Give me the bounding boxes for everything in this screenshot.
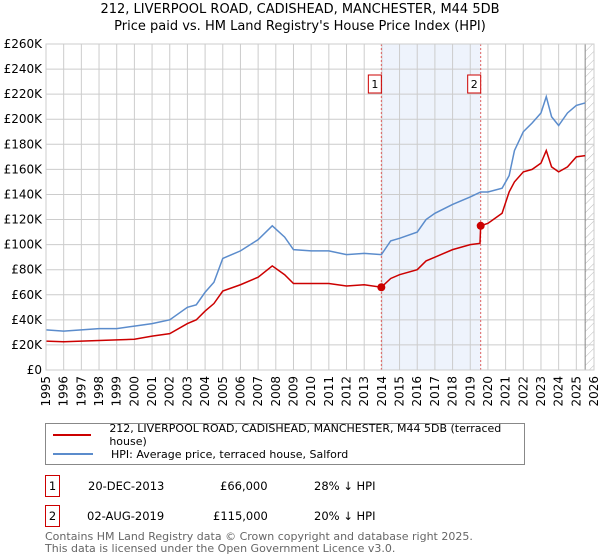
transaction-box-label: 2 bbox=[471, 78, 478, 91]
x-tick-label: 2000 bbox=[127, 376, 141, 407]
transaction-point bbox=[476, 221, 485, 230]
x-tick-label: 2024 bbox=[552, 376, 566, 407]
y-tick-label: £80K bbox=[11, 263, 43, 277]
transaction-row: 1 20-DEC-2013 £66,000 28% ↓ HPI bbox=[45, 475, 445, 497]
y-tick-label: £160K bbox=[4, 162, 44, 176]
transaction-row: 2 02-AUG-2019 £115,000 20% ↓ HPI bbox=[45, 505, 445, 527]
legend-item-property: 212, LIVERPOOL ROAD, CADISHEAD, MANCHEST… bbox=[46, 422, 524, 448]
y-tick-label: £0 bbox=[27, 363, 42, 377]
y-tick-label: £40K bbox=[11, 313, 43, 327]
transaction-date: 20-DEC-2013 bbox=[88, 479, 165, 493]
x-tick-label: 2012 bbox=[340, 376, 354, 407]
footer-copyright: Contains HM Land Registry data © Crown c… bbox=[45, 530, 473, 543]
transaction-number: 2 bbox=[45, 505, 60, 527]
transaction-box bbox=[367, 74, 382, 94]
y-tick-label: £220K bbox=[4, 87, 44, 101]
x-tick-label: 2003 bbox=[180, 376, 194, 407]
x-tick-label: 2001 bbox=[145, 376, 159, 407]
legend-label: 212, LIVERPOOL ROAD, CADISHEAD, MANCHEST… bbox=[109, 422, 502, 448]
x-tick-label: 2023 bbox=[534, 376, 548, 407]
chart-title: 212, LIVERPOOL ROAD, CADISHEAD, MANCHEST… bbox=[100, 2, 500, 17]
x-tick-label: 2005 bbox=[216, 376, 230, 407]
shaded-period bbox=[381, 44, 481, 370]
y-tick-label: £180K bbox=[4, 137, 44, 151]
x-tick-label: 2014 bbox=[375, 376, 389, 407]
transaction-number: 1 bbox=[45, 475, 60, 497]
x-tick-label: 2018 bbox=[446, 376, 460, 407]
y-tick-label: £120K bbox=[4, 213, 44, 227]
x-tick-label: 2013 bbox=[357, 376, 371, 407]
forecast-hatch bbox=[585, 44, 594, 370]
transaction-price: £66,000 bbox=[220, 479, 268, 493]
hpi-line bbox=[45, 94, 586, 332]
x-tick-label: 2016 bbox=[410, 376, 424, 407]
x-tick-label: 2008 bbox=[269, 376, 283, 407]
legend: 212, LIVERPOOL ROAD, CADISHEAD, MANCHEST… bbox=[45, 422, 525, 465]
transaction-date: 02-AUG-2019 bbox=[87, 509, 165, 523]
transaction-hpi: 20% ↓ HPI bbox=[314, 509, 376, 523]
x-tick-label: 2010 bbox=[304, 376, 318, 407]
x-tick-label: 2017 bbox=[428, 376, 442, 407]
transaction-box bbox=[467, 74, 482, 94]
x-tick-label: 2022 bbox=[516, 376, 530, 407]
x-tick-label: 2011 bbox=[322, 376, 336, 407]
x-tick-label: 1996 bbox=[57, 376, 71, 407]
price-chart: £0 £20K £40K £60K £80K £100K £120K £140K £160K £1… bbox=[4, 37, 600, 407]
x-tick-label: 2009 bbox=[286, 376, 300, 407]
x-tick-label: 2020 bbox=[481, 376, 495, 407]
transaction-hpi: 28% ↓ HPI bbox=[314, 479, 376, 493]
chart-subtitle: Price paid vs. HM Land Registry's House … bbox=[114, 19, 486, 34]
x-tick-label: 2007 bbox=[251, 376, 265, 407]
footer: Contains HM Land Registry data © Crown c… bbox=[45, 531, 473, 554]
y-tick-label: £140K bbox=[4, 187, 44, 201]
y-tick-label: £260K bbox=[4, 37, 44, 51]
red-line-swatch bbox=[53, 434, 92, 436]
x-tick-label: 2006 bbox=[233, 376, 247, 407]
y-tick-label: £100K bbox=[4, 238, 44, 252]
legend-item-hpi: HPI: Average price, terraced house, Salf… bbox=[46, 446, 348, 462]
transaction-price: £115,000 bbox=[213, 509, 268, 523]
x-tick-label: 2002 bbox=[163, 376, 177, 407]
footer-licence: This data is licensed under the Open Gov… bbox=[45, 541, 396, 555]
x-tick-label: 1998 bbox=[92, 376, 106, 407]
x-tick-label: 1997 bbox=[74, 376, 88, 407]
x-tick-label: 2021 bbox=[499, 376, 513, 407]
x-tick-label: 2004 bbox=[198, 376, 212, 407]
x-tick-label: 1995 bbox=[39, 376, 53, 407]
x-tick-label: 2019 bbox=[463, 376, 477, 407]
x-tick-label: 2025 bbox=[569, 376, 583, 407]
y-tick-label: £20K bbox=[11, 338, 43, 352]
y-tick-label: £240K bbox=[4, 62, 44, 76]
transaction-box-label: 1 bbox=[371, 78, 378, 91]
property-price-line bbox=[45, 148, 586, 343]
x-tick-label: 2026 bbox=[587, 376, 600, 407]
y-tick-label: £200K bbox=[4, 112, 44, 126]
x-tick-label: 1999 bbox=[110, 376, 124, 407]
plot-frame bbox=[45, 43, 595, 371]
legend-label: HPI: Average price, terraced house, Salf… bbox=[111, 447, 349, 461]
y-tick-label: £60K bbox=[11, 288, 43, 302]
blue-line-swatch bbox=[53, 453, 93, 455]
x-tick-label: 2015 bbox=[393, 376, 407, 407]
transaction-point bbox=[377, 283, 386, 292]
